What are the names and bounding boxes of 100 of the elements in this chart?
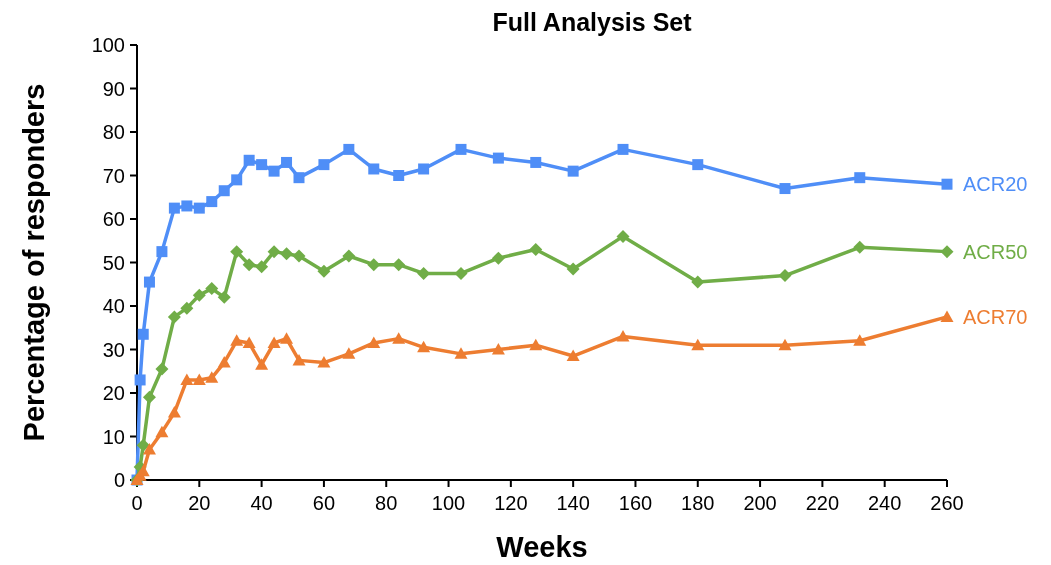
point — [243, 154, 255, 166]
x-tick-label: 160 — [618, 492, 653, 514]
point — [566, 262, 580, 276]
y-tick-label: 30 — [102, 338, 125, 361]
point — [530, 156, 542, 168]
point — [242, 258, 256, 272]
point — [317, 356, 331, 368]
point — [567, 165, 579, 177]
point — [529, 242, 543, 256]
point — [692, 159, 704, 171]
point — [192, 288, 206, 302]
point — [192, 373, 206, 385]
point — [492, 152, 504, 164]
point — [167, 310, 181, 324]
point — [940, 310, 954, 322]
point — [491, 343, 505, 355]
y-tick-label: 10 — [102, 425, 125, 448]
point — [691, 338, 705, 351]
y-tick-label: 0 — [113, 469, 125, 491]
y-tick-label: 100 — [91, 34, 125, 56]
point — [616, 329, 630, 342]
point — [392, 258, 406, 272]
x-tick-label: 0 — [131, 492, 143, 514]
point — [155, 362, 169, 376]
x-tick-label: 260 — [930, 492, 964, 514]
point — [167, 406, 181, 418]
point — [367, 336, 381, 348]
series-label: ACR50 — [963, 240, 1028, 263]
point — [231, 174, 243, 186]
y-tick-label: 40 — [102, 295, 125, 317]
point — [342, 249, 356, 263]
point — [853, 334, 867, 346]
point — [617, 143, 629, 155]
x-tick-label: 40 — [250, 492, 273, 514]
x-tick-label: 20 — [188, 492, 211, 514]
y-axis-title: Percentage of responders — [18, 83, 50, 442]
y-tick-label: 70 — [102, 164, 125, 187]
x-tick-label: 140 — [556, 492, 590, 514]
point — [292, 353, 306, 366]
chart-title: Full Analysis Set — [492, 8, 693, 36]
point — [529, 338, 543, 351]
series-label: ACR20 — [963, 173, 1028, 196]
point — [180, 301, 194, 315]
x-tick-label: 60 — [312, 492, 336, 514]
point — [180, 373, 194, 385]
point — [206, 196, 218, 208]
point — [455, 143, 467, 155]
point — [143, 276, 155, 288]
point — [156, 246, 168, 258]
x-tick-label: 180 — [681, 492, 715, 514]
point — [255, 358, 269, 370]
point — [941, 178, 953, 190]
y-tick-label: 90 — [102, 77, 125, 100]
point — [854, 172, 866, 184]
point — [778, 269, 792, 283]
y-tick-label: 20 — [102, 382, 125, 404]
point — [155, 425, 169, 438]
point — [280, 332, 294, 344]
point — [293, 172, 305, 184]
point — [318, 159, 330, 171]
y-tick-label: 50 — [102, 251, 125, 274]
point — [217, 356, 231, 368]
point — [142, 443, 156, 455]
point — [417, 266, 431, 280]
point — [691, 275, 705, 289]
point — [292, 249, 306, 263]
point — [280, 247, 294, 261]
point — [168, 202, 180, 214]
point — [317, 264, 331, 278]
point — [267, 336, 281, 348]
point — [566, 349, 580, 362]
point — [230, 334, 244, 346]
y-tick-label: 60 — [102, 208, 125, 230]
point — [454, 347, 468, 359]
point — [268, 165, 280, 177]
point — [853, 240, 867, 254]
point — [281, 156, 293, 168]
point — [193, 202, 205, 214]
point — [454, 266, 468, 280]
point — [256, 159, 268, 171]
point — [367, 258, 381, 272]
point — [417, 340, 431, 353]
x-tick-label: 100 — [431, 492, 466, 514]
x-tick-label: 80 — [375, 492, 398, 514]
x-tick-label: 220 — [805, 492, 840, 514]
point — [255, 260, 269, 274]
point — [393, 170, 405, 181]
point — [217, 290, 231, 304]
point — [205, 282, 219, 296]
point — [940, 245, 954, 259]
point — [242, 336, 256, 348]
point — [136, 438, 150, 452]
point — [134, 374, 146, 386]
point — [267, 245, 281, 259]
point — [230, 245, 244, 259]
point — [205, 371, 219, 383]
point — [137, 328, 149, 340]
series-label: ACR70 — [963, 305, 1028, 328]
point — [343, 143, 355, 155]
point — [779, 183, 791, 195]
